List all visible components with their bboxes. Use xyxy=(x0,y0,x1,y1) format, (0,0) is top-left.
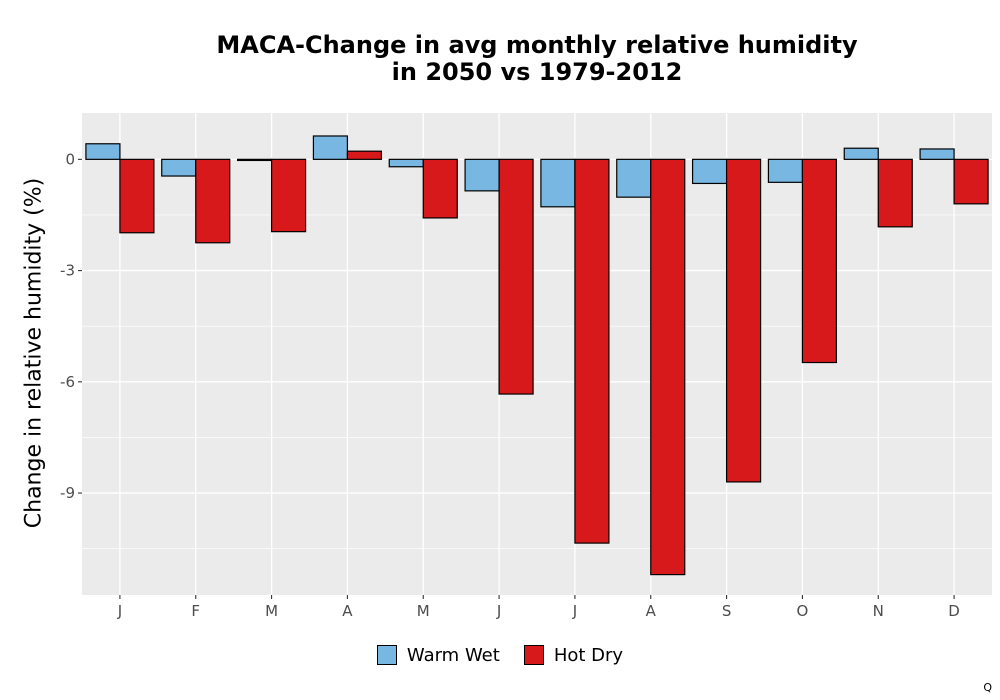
bar-warm-wet xyxy=(767,158,804,183)
bar-warm-wet xyxy=(85,143,121,160)
bar-warm-wet xyxy=(388,158,424,168)
legend-item-warm-wet: Warm Wet xyxy=(376,644,500,666)
plot-panel xyxy=(82,113,992,595)
y-tick-label: -9 xyxy=(60,484,75,502)
bar-hot-dry xyxy=(346,150,383,160)
bar-warm-wet xyxy=(691,158,728,185)
x-tick-label: A xyxy=(342,602,353,620)
legend-swatch-hot-dry xyxy=(523,645,544,665)
legend-item-hot-dry: Hot Dry xyxy=(523,644,624,666)
bar-hot-dry xyxy=(574,158,610,544)
x-tick-label: M xyxy=(265,602,278,620)
bar-warm-wet xyxy=(616,158,652,198)
x-tick-label: M xyxy=(417,602,430,620)
bar-hot-dry xyxy=(119,158,155,234)
bar-hot-dry xyxy=(953,158,989,205)
legend-label-hot-dry: Hot Dry xyxy=(553,644,624,666)
corner-mark: Q xyxy=(983,681,992,694)
chart-title-line-2: in 2050 vs 1979-2012 xyxy=(391,58,683,86)
bar-warm-wet xyxy=(919,148,955,160)
bar-warm-wet xyxy=(540,158,576,208)
chart-title: MACA-Change in avg monthly relative humi… xyxy=(82,32,992,86)
x-tick-label: S xyxy=(722,602,732,620)
x-tick-label: N xyxy=(873,602,884,620)
legend-swatch-warm-wet xyxy=(376,645,397,665)
bar-warm-wet xyxy=(312,135,349,160)
y-tick-label: -3 xyxy=(60,262,75,280)
chart-title-line-1: MACA-Change in avg monthly relative humi… xyxy=(216,31,858,59)
y-tick-label: -6 xyxy=(60,373,75,391)
x-tick-label: J xyxy=(117,602,122,620)
x-tick-label: A xyxy=(646,602,657,620)
bar-hot-dry xyxy=(725,158,762,483)
y-tick-label: 0 xyxy=(65,150,75,168)
x-tick-label: F xyxy=(191,602,200,620)
legend: Warm Wet Hot Dry xyxy=(0,641,1000,669)
bar-hot-dry xyxy=(270,158,307,233)
x-tick-label: J xyxy=(496,602,501,620)
bar-warm-wet xyxy=(464,158,500,192)
bar-warm-wet xyxy=(236,158,273,162)
bar-hot-dry xyxy=(498,158,534,395)
legend-label-warm-wet: Warm Wet xyxy=(406,644,500,666)
bar-hot-dry xyxy=(195,158,231,244)
bar-hot-dry xyxy=(422,158,458,219)
bar-hot-dry xyxy=(650,158,686,576)
bar-warm-wet xyxy=(843,147,879,160)
bar-hot-dry xyxy=(877,158,913,228)
x-tick-label: D xyxy=(948,602,960,620)
x-tick-label: O xyxy=(797,602,809,620)
bar-warm-wet xyxy=(161,158,197,177)
x-tick-label: J xyxy=(572,602,577,620)
bar-hot-dry xyxy=(801,158,838,364)
